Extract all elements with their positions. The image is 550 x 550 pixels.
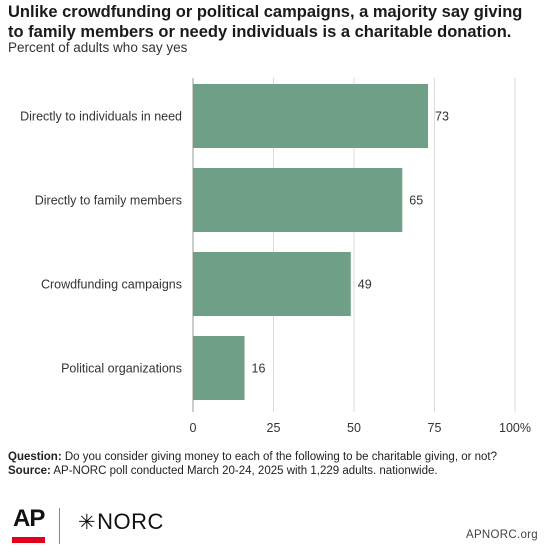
x-tick-label: 75: [428, 421, 442, 435]
footnote: Question: Do you consider giving money t…: [8, 451, 542, 478]
chart-title: Unlike crowdfunding or political campaig…: [8, 3, 523, 41]
x-tick-label: 25: [267, 421, 281, 435]
question-note: Question: Do you consider giving money t…: [8, 451, 542, 465]
logo-divider: [59, 508, 60, 544]
bar-chart: 0 25 50 75 100% Directly to individuals in ne…: [20, 78, 531, 435]
data-label: 65: [409, 194, 423, 208]
source-text: AP-NORC poll conducted March 20-24, 2025…: [50, 464, 438, 477]
ap-logo-bar: [12, 537, 45, 543]
norc-logo-text: NORC: [97, 509, 164, 534]
category-label: Political organizations: [61, 362, 182, 376]
category-label: Crowdfunding campaigns: [41, 278, 182, 292]
data-label: 16: [252, 362, 266, 376]
source-note: Source: AP-NORC poll conducted March 20-…: [8, 465, 542, 479]
bar: [193, 336, 245, 400]
data-label: 73: [435, 110, 449, 124]
website-label: APNORC.org: [465, 529, 538, 541]
ap-logo: AP: [13, 505, 45, 532]
bar: [193, 84, 429, 148]
x-tick-label: 50: [347, 421, 361, 435]
data-label: 49: [358, 278, 372, 292]
asterisk-icon: ✳: [78, 511, 97, 534]
question-label: Question:: [8, 451, 62, 463]
chart-subtitle: Percent of adults who say yes: [8, 40, 188, 55]
x-tick-label: 0: [190, 421, 197, 435]
norc-logo: ✳NORC: [78, 510, 164, 535]
category-label: Directly to family members: [35, 194, 182, 208]
bar: [193, 168, 403, 232]
source-label: Source:: [8, 464, 51, 477]
category-label: Directly to individuals in need: [20, 110, 182, 124]
question-text: Do you consider giving money to each of …: [61, 451, 498, 463]
x-tick-label: 100%: [499, 421, 531, 435]
bar: [193, 252, 351, 316]
